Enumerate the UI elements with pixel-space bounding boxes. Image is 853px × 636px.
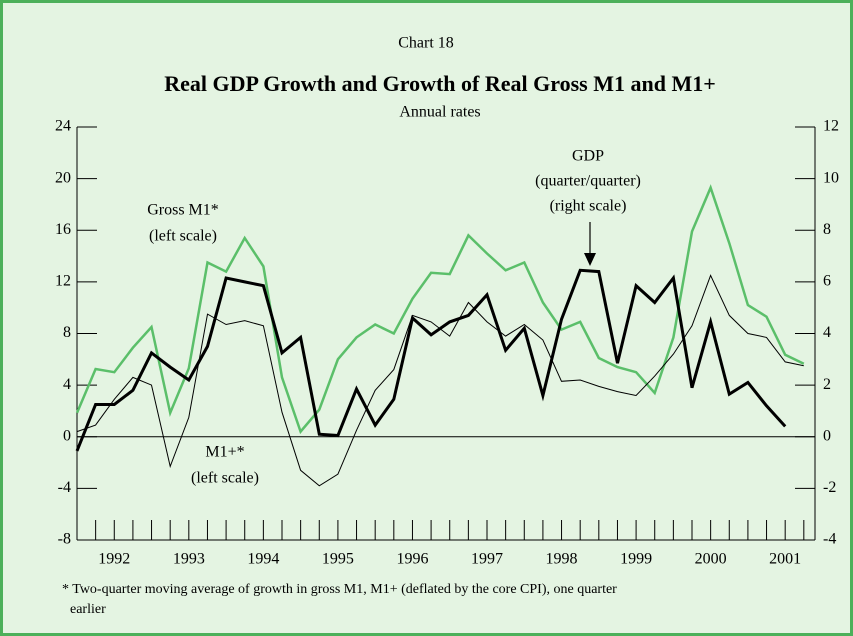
footnote: earlier <box>70 602 106 617</box>
y2-tick-label: 6 <box>823 273 831 290</box>
y-tick-label: -4 <box>58 479 71 496</box>
annotation: (left scale) <box>191 470 259 487</box>
y2-tick-label: 2 <box>823 376 831 393</box>
arrow-head <box>584 253 596 266</box>
chart-title: Real GDP Growth and Growth of Real Gross… <box>164 71 716 96</box>
x-tick-label: 2001 <box>769 551 801 568</box>
annotation: Gross M1* <box>147 202 219 219</box>
y-tick-label: 0 <box>63 427 71 444</box>
x-tick-label: 1998 <box>546 551 578 568</box>
chart-label: Chart 18 <box>398 35 454 52</box>
chart-subtitle: Annual rates <box>399 104 480 121</box>
y2-tick-label: 8 <box>823 221 831 238</box>
annotation: (right scale) <box>550 198 627 215</box>
series-line <box>75 268 787 452</box>
annotation: (quarter/quarter) <box>535 173 641 190</box>
x-tick-label: 1996 <box>396 551 428 568</box>
y2-tick-label: 0 <box>823 427 831 444</box>
x-tick-label: 2000 <box>695 551 727 568</box>
annotation: GDP <box>572 148 604 165</box>
footnote: * Two-quarter moving average of growth i… <box>62 582 617 597</box>
y2-tick-label: -2 <box>823 479 836 496</box>
annotation: M1+* <box>205 444 244 461</box>
y2-tick-label: -4 <box>823 531 836 548</box>
y-tick-label: 24 <box>55 118 71 135</box>
annotation: (left scale) <box>149 228 217 245</box>
x-tick-label: 1992 <box>98 551 130 568</box>
x-tick-label: 1994 <box>247 551 279 568</box>
y2-tick-label: 12 <box>823 118 839 135</box>
y-tick-label: 4 <box>63 376 71 393</box>
y-tick-label: -8 <box>58 531 71 548</box>
x-tick-label: 1993 <box>173 551 205 568</box>
y-tick-label: 12 <box>55 273 71 290</box>
y2-tick-label: 4 <box>823 324 831 341</box>
y-tick-label: 16 <box>55 221 71 238</box>
y-tick-label: 8 <box>63 324 71 341</box>
x-tick-label: 1995 <box>322 551 354 568</box>
y2-tick-label: 10 <box>823 169 839 186</box>
x-tick-label: 1999 <box>620 551 652 568</box>
x-tick-label: 1997 <box>471 551 503 568</box>
y-tick-label: 20 <box>55 169 71 186</box>
series-line <box>75 184 805 435</box>
